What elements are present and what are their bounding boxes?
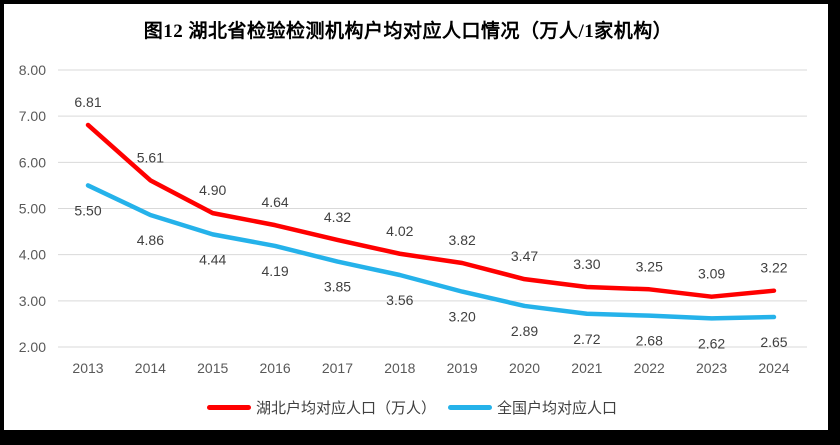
- data-label-series-0: 3.09: [698, 266, 725, 282]
- chart-legend: 湖北户均对应人口（万人） 全国户均对应人口: [0, 397, 824, 418]
- data-label-series-0: 3.82: [449, 232, 476, 248]
- series-line-1: [85, 183, 777, 321]
- series-line-0: [85, 122, 777, 299]
- y-tick-label: 5.00: [19, 201, 46, 217]
- x-tick-label: 2018: [384, 360, 415, 376]
- data-label-series-1: 4.86: [137, 232, 164, 248]
- hubei-line-swatch: [206, 405, 251, 410]
- data-label-series-0: 6.81: [74, 94, 101, 110]
- legend-item-national: 全国户均对应人口: [448, 397, 617, 418]
- x-tick-label: 2014: [135, 360, 166, 376]
- y-tick-label: 6.00: [19, 154, 46, 170]
- data-label-series-0: 4.32: [324, 209, 351, 225]
- x-tick-label: 2022: [634, 360, 665, 376]
- data-label-series-1: 2.68: [636, 333, 663, 349]
- data-label-series-0: 4.64: [261, 194, 288, 210]
- frame-border-right: [828, 0, 840, 445]
- x-tick-label: 2021: [571, 360, 602, 376]
- data-label-series-1: 4.19: [261, 263, 288, 279]
- data-label-series-0: 3.22: [760, 260, 787, 276]
- data-label-series-0: 3.30: [573, 256, 600, 272]
- x-tick-label: 2013: [72, 360, 103, 376]
- y-tick-label: 3.00: [19, 293, 46, 309]
- x-tick-label: 2016: [260, 360, 291, 376]
- x-tick-label: 2023: [696, 360, 727, 376]
- data-label-series-1: 2.89: [511, 323, 538, 339]
- chart-title: 图12 湖北省检验检测机构户均对应人口情况（万人/1家机构）: [143, 21, 673, 42]
- x-tick-label: 2017: [322, 360, 353, 376]
- data-label-series-1: 3.85: [324, 279, 351, 295]
- data-label-series-0: 5.61: [137, 149, 164, 165]
- x-tick-label: 2015: [197, 360, 228, 376]
- data-label-series-1: 2.65: [760, 334, 787, 350]
- data-label-series-1: 3.20: [449, 309, 476, 325]
- x-tick-label: 2019: [447, 360, 478, 376]
- legend-label-hubei: 湖北户均对应人口（万人）: [255, 400, 436, 417]
- data-label-series-1: 2.72: [573, 331, 600, 347]
- legend-label-national: 全国户均对应人口: [497, 400, 618, 417]
- y-tick-label: 4.00: [19, 247, 46, 263]
- x-tick-label: 2024: [758, 360, 789, 376]
- y-tick-label: 2.00: [19, 339, 46, 355]
- frame-border-bottom: [0, 430, 840, 445]
- y-tick-label: 7.00: [19, 108, 46, 124]
- data-label-series-1: 2.62: [698, 335, 725, 351]
- data-label-series-0: 3.47: [511, 248, 538, 264]
- y-tick-label: 8.00: [19, 62, 46, 78]
- frame-border-top: [0, 0, 840, 4]
- data-label-series-0: 4.02: [386, 223, 413, 239]
- x-tick-label: 2020: [509, 360, 540, 376]
- data-label-series-0: 4.90: [199, 182, 226, 198]
- data-label-series-1: 4.44: [199, 251, 226, 267]
- data-label-series-1: 5.50: [74, 202, 101, 218]
- frame-border-left: [0, 0, 4, 445]
- legend-item-hubei: 湖北户均对应人口（万人）: [206, 397, 436, 418]
- national-line-swatch: [448, 405, 492, 410]
- data-label-series-1: 3.56: [386, 292, 413, 308]
- data-label-series-0: 3.25: [636, 258, 663, 274]
